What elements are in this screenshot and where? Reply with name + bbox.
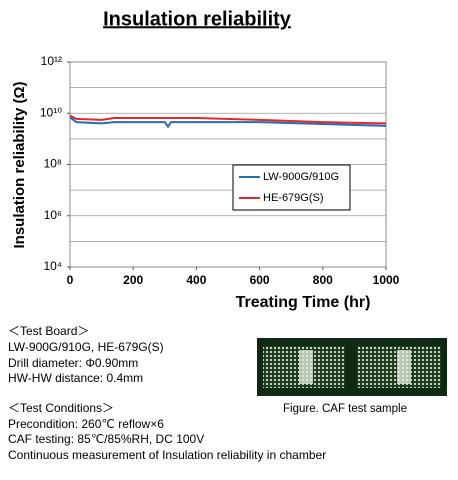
chart: Insulation reliability Treating Time (hr… — [11, 8, 400, 311]
x-tick-label: 400 — [186, 273, 206, 287]
x-tick-label: 600 — [250, 273, 270, 287]
series-line — [69, 116, 387, 129]
y-tick-label: 10⁶ — [44, 208, 62, 222]
legend-label: LW-900G/910G — [263, 171, 339, 183]
figure-caption: Figure. CAF test sample — [283, 403, 407, 415]
legend-label: HE-679G(S) — [263, 192, 324, 204]
x-tick-label: 800 — [313, 273, 333, 287]
series-line — [69, 114, 387, 125]
test-board-line: HW-HW distance: 0.4mm — [8, 371, 144, 385]
y-tick-label: 10¹⁰ — [40, 105, 62, 119]
y-axis-label: Insulation reliability (Ω) — [11, 81, 28, 248]
test-conditions-line: Precondition: 260℃ reflow×6 — [8, 416, 164, 431]
x-tick-label: 200 — [123, 273, 143, 287]
x-tick-label: 0 — [67, 273, 74, 287]
test-conditions-line: Continuous measurement of Insulation rel… — [8, 447, 327, 462]
test-conditions-line: CAF testing: 85℃/85%RH, DC 100V — [8, 432, 205, 446]
x-tick-label: 1000 — [373, 273, 400, 287]
x-axis-label: Treating Time (hr) — [236, 294, 371, 311]
y-tick-label: 10⁴ — [43, 259, 62, 273]
legend-box — [232, 164, 351, 211]
test-conditions-heading: ＜Test Conditions＞ — [8, 401, 115, 415]
y-tick-label: 10¹² — [41, 54, 62, 68]
test-board-heading: ＜Test Board＞ — [8, 324, 90, 338]
chart-title: Insulation reliability — [103, 8, 292, 30]
y-tick-label: 10⁸ — [44, 157, 62, 171]
test-board-line: Drill diameter: Φ0.90mm — [8, 355, 139, 370]
caf-sample-image — [257, 338, 447, 396]
test-board-line: LW-900G/910G, HE-679G(S) — [8, 340, 164, 354]
